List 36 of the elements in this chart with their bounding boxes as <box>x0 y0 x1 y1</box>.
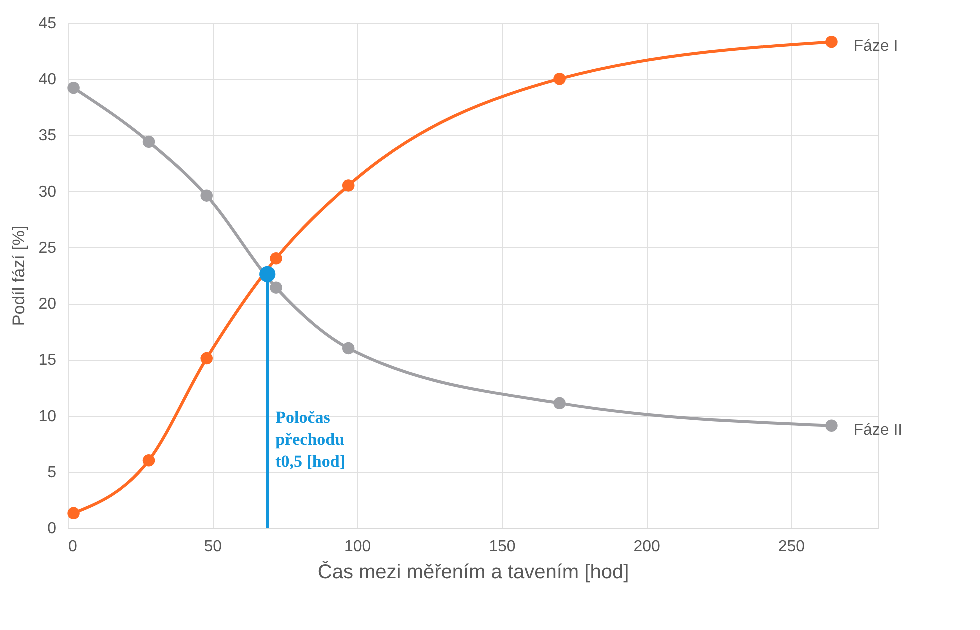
x-tick-label: 50 <box>204 538 222 556</box>
point <box>200 190 213 202</box>
point <box>200 352 213 365</box>
point <box>68 82 80 94</box>
point <box>142 454 156 467</box>
y-tick-label: 10 <box>38 408 57 426</box>
point <box>826 420 838 432</box>
point <box>270 252 282 265</box>
y-tick-label: 40 <box>38 72 57 89</box>
point <box>270 282 282 294</box>
annotation: Poločas přechodu t0,5 [hod] <box>276 408 346 471</box>
point <box>342 342 355 355</box>
y-tick-label: 0 <box>48 520 57 538</box>
y-axis-title: Podíl fází [%] <box>10 226 29 326</box>
y-tick-label: 45 <box>38 16 57 32</box>
point <box>142 136 156 148</box>
series-label: Fáze II <box>854 422 903 439</box>
y-tick-label: 25 <box>38 240 57 257</box>
point <box>342 180 355 192</box>
x-tick-label: 150 <box>489 538 516 556</box>
point <box>68 507 80 520</box>
point <box>554 397 566 410</box>
y-tick-label: 5 <box>48 464 57 482</box>
x-tick-label: 250 <box>778 538 806 556</box>
y-tick-label: 35 <box>38 128 57 145</box>
point <box>826 36 838 48</box>
x-tick-label: 0 <box>68 538 78 556</box>
x-tick-label: 100 <box>344 538 372 556</box>
y-tick-label: 20 <box>38 296 57 314</box>
series-label: Fáze I <box>854 38 898 56</box>
point <box>260 266 276 282</box>
y-tick-label: 15 <box>38 352 57 370</box>
point <box>554 73 566 86</box>
x-axis-title: Čas mezi měřením a tavením [hod] <box>318 560 630 584</box>
y-tick-label: 30 <box>38 184 57 201</box>
x-tick-label: 200 <box>634 538 661 556</box>
